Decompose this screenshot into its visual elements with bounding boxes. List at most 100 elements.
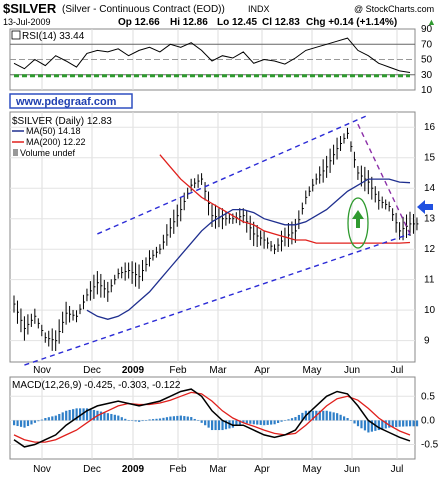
price-bar <box>350 141 353 152</box>
x-tick-label: Apr <box>254 365 270 376</box>
price-bar <box>173 209 176 234</box>
histogram-bar <box>155 418 158 421</box>
histogram-bar <box>106 413 109 421</box>
histogram-bar <box>176 415 179 421</box>
price-bar <box>41 324 44 337</box>
price-tick-label: 13 <box>424 214 436 225</box>
header-date: 13-Jul-2009 <box>3 17 51 27</box>
histogram-bar <box>311 410 314 421</box>
price-bar <box>322 159 325 183</box>
price-bar <box>86 288 89 302</box>
histogram-bar <box>200 420 203 423</box>
histogram-bar <box>283 420 287 421</box>
price-bar <box>214 204 217 229</box>
histogram-bar <box>329 411 332 421</box>
histogram-bar <box>415 420 419 427</box>
histogram-bar <box>211 420 214 431</box>
histogram-bar <box>395 420 398 428</box>
histogram-bar <box>381 420 384 430</box>
price-bar <box>82 294 85 310</box>
price-bar <box>166 224 169 246</box>
price-bar <box>58 319 61 344</box>
histogram-bar <box>72 409 75 421</box>
histogram-bar <box>214 420 217 431</box>
histogram-bar <box>238 420 241 425</box>
price-bar <box>333 144 336 165</box>
histogram-bar <box>308 410 311 421</box>
price-bar <box>201 173 204 185</box>
histogram-bar <box>336 413 339 421</box>
price-bar <box>343 133 346 144</box>
macd-signal-line <box>13 391 411 443</box>
price-bar <box>371 176 374 200</box>
legend-ma50: MA(50) 14.18 <box>26 126 81 136</box>
left-arrow-icon <box>417 200 433 214</box>
legend-volume: Volume undef <box>20 148 76 158</box>
legend-volume-swatch <box>13 149 18 156</box>
price-bar <box>305 190 308 205</box>
histogram-bar <box>169 416 172 421</box>
x-tick-label: Apr <box>254 464 270 475</box>
price-bar <box>124 262 127 281</box>
price-bar <box>194 178 197 189</box>
price-bar <box>239 208 242 226</box>
histogram-bar <box>263 420 266 426</box>
histogram-bar <box>349 420 353 421</box>
price-bar <box>100 273 103 298</box>
price-bar <box>152 250 155 261</box>
price-bar <box>249 215 252 241</box>
x-tick-label: Nov <box>33 365 51 376</box>
price-frame <box>9 111 416 363</box>
price-bar <box>374 186 377 203</box>
histogram-bar <box>297 414 301 421</box>
histogram-bar <box>322 410 325 421</box>
histogram-bar <box>13 420 16 426</box>
price-bar <box>159 244 162 255</box>
histogram-bar <box>103 412 106 421</box>
histogram-bar <box>249 420 252 424</box>
histogram-bar <box>65 410 68 421</box>
histogram-bar <box>363 420 367 431</box>
histogram-bar <box>40 419 43 421</box>
trendline <box>97 114 369 235</box>
price-gridlines <box>10 112 415 362</box>
price-bar <box>62 311 65 334</box>
rsi-axis: 10 30 50 70 90 <box>421 24 433 96</box>
histogram-bar <box>367 420 370 433</box>
histogram-bar <box>134 420 137 422</box>
histogram-bar <box>30 420 33 425</box>
macd-tick-label: -0.5 <box>421 440 439 451</box>
histogram-bar <box>301 412 304 421</box>
price-bar <box>107 281 110 302</box>
change-arrow-icon: ▲ <box>427 17 436 27</box>
histogram-bar <box>58 413 61 421</box>
price-bar <box>301 202 304 215</box>
histogram-bar <box>207 420 210 428</box>
price-bar <box>357 166 360 180</box>
price-bar <box>312 178 315 192</box>
header-low: Lo 12.45 <box>217 17 257 28</box>
histogram-bar <box>384 420 387 429</box>
price-bar <box>37 318 40 329</box>
price-bar <box>180 197 183 222</box>
histogram-bar <box>75 408 78 421</box>
histogram-bar <box>165 417 169 421</box>
rsi-gridlines <box>10 29 415 90</box>
histogram-bar <box>158 418 162 421</box>
price-bar <box>308 186 311 197</box>
histogram-bar <box>183 416 186 421</box>
x-tick-label: Dec <box>83 365 101 376</box>
price-bar <box>378 191 381 210</box>
histogram-bar <box>318 410 321 421</box>
price-bar <box>263 231 266 249</box>
macd-histogram <box>13 408 419 433</box>
histogram-bar <box>388 420 391 428</box>
histogram-bar <box>23 420 26 428</box>
price-bar <box>329 148 332 173</box>
price-bar <box>89 281 92 301</box>
price-bar <box>16 300 19 324</box>
price-bar <box>277 238 280 252</box>
histogram-bar <box>82 408 85 421</box>
histogram-bar <box>54 415 57 421</box>
